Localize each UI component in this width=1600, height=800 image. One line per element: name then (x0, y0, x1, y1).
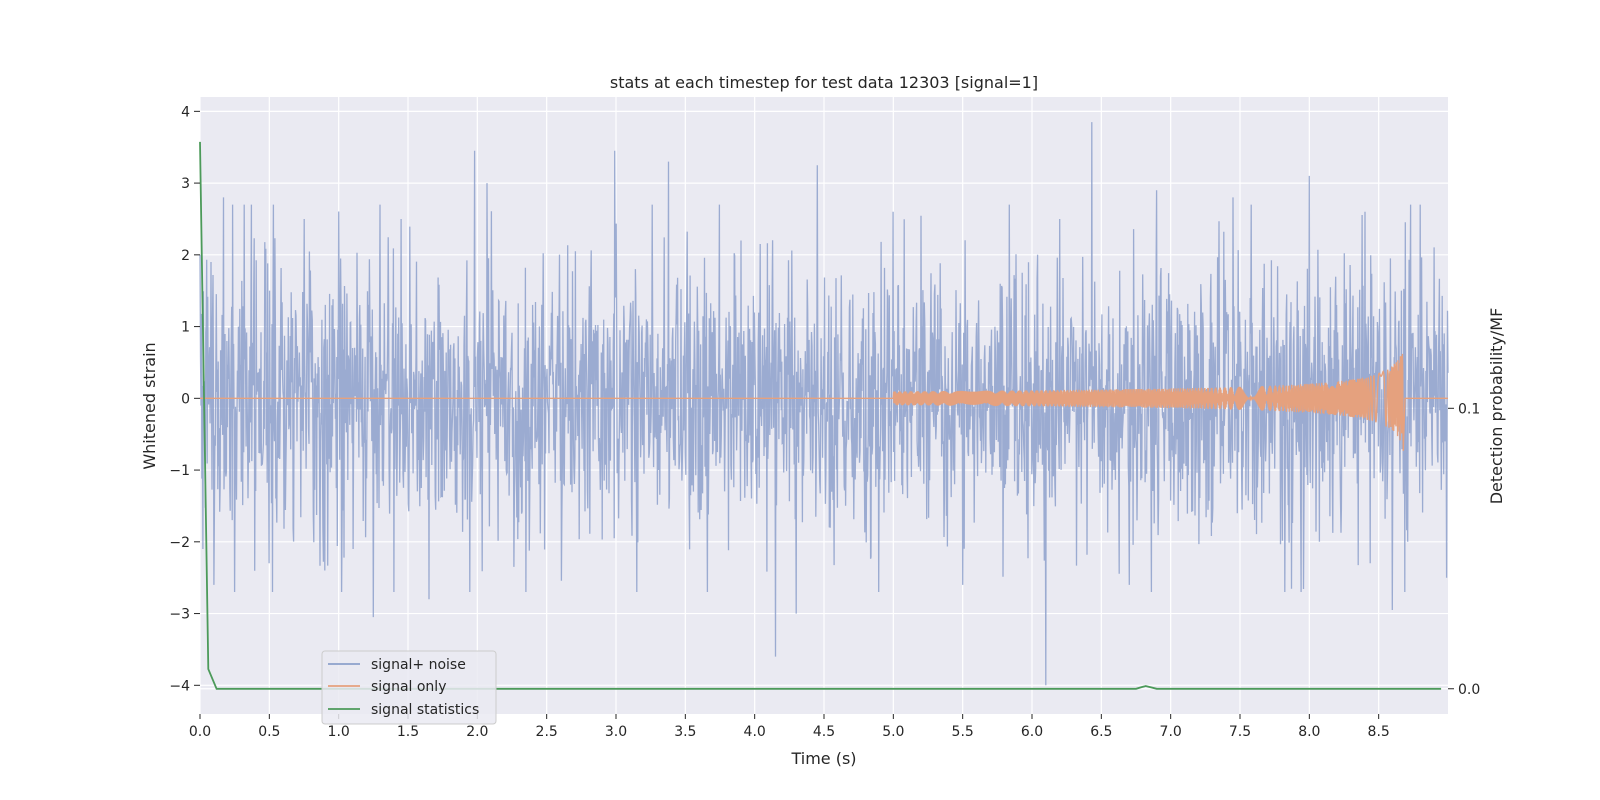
y2-tick-label-1: 0.1 (1458, 401, 1480, 417)
x-axis-label: Time (s) (790, 749, 856, 768)
y-tick-label-1: −3 (169, 607, 190, 623)
x-tick-label-4: 2.0 (466, 724, 488, 740)
x-tick-label-17: 8.5 (1368, 724, 1390, 740)
legend-label-signal-only: signal only (371, 679, 446, 695)
y-tick-label-3: −1 (169, 463, 190, 479)
y-tick-label-7: 3 (181, 176, 190, 192)
y-axis-ticks: −4 −3 −2 −1 0 1 2 3 4 (169, 104, 200, 694)
x-tick-label-16: 8.0 (1298, 724, 1320, 740)
y-tick-label-2: −2 (169, 535, 190, 551)
legend-box (321, 650, 497, 725)
x-tick-label-15: 7.5 (1229, 724, 1251, 740)
x-tick-label-6: 3.0 (605, 724, 627, 740)
x-tick-label-11: 5.5 (952, 724, 974, 740)
y-tick-label-4: 0 (181, 391, 190, 407)
series-signal-only (200, 353, 1448, 451)
x-tick-label-2: 1.0 (328, 724, 350, 740)
y-tick-label-8: 4 (181, 104, 190, 120)
x-tick-label-3: 1.5 (397, 724, 419, 740)
y-tick-label-5: 1 (181, 320, 190, 336)
x-tick-label-7: 3.5 (674, 724, 696, 740)
series-signal-noise (199, 122, 1449, 686)
series-signal-statistics (199, 141, 1442, 690)
signal-only-line (200, 353, 1448, 451)
x-tick-label-9: 4.5 (813, 724, 835, 740)
x-axis-ticks: 0.0 0.5 1.0 1.5 2.0 2.5 3.0 3.5 4.0 4.5 5.0 5.5 6.0 6… (189, 714, 1390, 740)
signal-statistics-line (199, 141, 1442, 690)
x-tick-label-12: 6.0 (1021, 724, 1043, 740)
x-tick-label-13: 6.5 (1090, 724, 1112, 740)
y-tick-label-0: −4 (169, 678, 190, 694)
x-tick-label-8: 4.0 (744, 724, 766, 740)
y2-axis-label: Detection probability/MF (1487, 308, 1506, 505)
y-tick-label-6: 2 (181, 248, 190, 264)
x-tick-label-5: 2.5 (536, 724, 558, 740)
y2-tick-label-0: 0.0 (1458, 682, 1480, 698)
y2-axis-ticks: 0.0 0.1 (1448, 401, 1480, 698)
legend-label-signal-statistics: signal statistics (371, 702, 479, 718)
x-tick-label-1: 0.5 (258, 724, 280, 740)
signal-noise-line (199, 122, 1449, 686)
legend: signal+ noise signal only signal statist… (321, 650, 497, 725)
legend-label-signal-noise: signal+ noise (371, 657, 466, 673)
y-axis-label: Whitened strain (140, 342, 159, 469)
x-tick-label-0: 0.0 (189, 724, 211, 740)
x-tick-label-14: 7.0 (1160, 724, 1182, 740)
chart-title: stats at each timestep for test data 123… (610, 73, 1038, 92)
x-tick-label-10: 5.0 (882, 724, 904, 740)
